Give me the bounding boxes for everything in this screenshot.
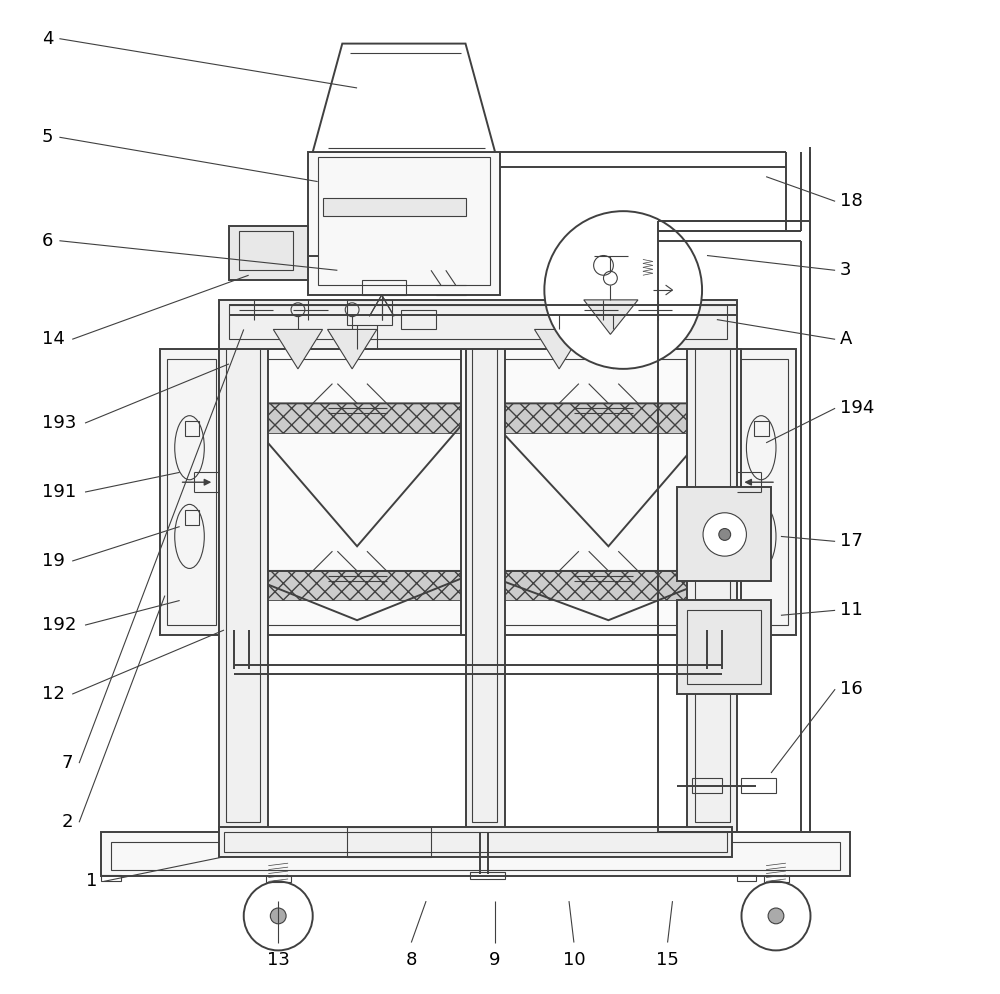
Bar bbox=[687, 610, 761, 684]
Bar bbox=[764, 877, 789, 883]
Bar bbox=[224, 832, 727, 852]
Polygon shape bbox=[534, 329, 584, 369]
Bar bbox=[266, 877, 291, 883]
Text: 15: 15 bbox=[656, 951, 679, 969]
Bar bbox=[318, 157, 490, 285]
Polygon shape bbox=[313, 44, 495, 152]
Bar bbox=[229, 305, 727, 339]
Text: 3: 3 bbox=[840, 261, 852, 279]
Bar bbox=[658, 221, 810, 832]
Bar bbox=[569, 310, 603, 334]
Text: 4: 4 bbox=[42, 30, 53, 48]
Bar bbox=[185, 421, 199, 436]
Bar bbox=[695, 334, 730, 822]
Bar bbox=[308, 152, 500, 295]
Circle shape bbox=[719, 529, 731, 541]
Text: 16: 16 bbox=[840, 680, 863, 698]
Text: 192: 192 bbox=[42, 616, 76, 634]
Circle shape bbox=[703, 513, 746, 556]
Bar bbox=[111, 842, 840, 870]
Bar bbox=[472, 324, 497, 822]
Text: 8: 8 bbox=[406, 951, 417, 969]
Bar bbox=[160, 349, 224, 635]
Bar bbox=[677, 487, 771, 580]
Bar bbox=[401, 310, 436, 329]
Bar bbox=[692, 778, 722, 792]
Text: 9: 9 bbox=[489, 951, 501, 969]
Text: 191: 191 bbox=[42, 483, 76, 501]
Bar bbox=[470, 359, 732, 625]
Text: 1: 1 bbox=[86, 873, 97, 891]
Bar bbox=[347, 300, 392, 324]
Bar bbox=[732, 349, 796, 635]
Text: 11: 11 bbox=[840, 601, 863, 619]
Bar bbox=[466, 320, 505, 832]
Circle shape bbox=[768, 909, 784, 923]
Bar bbox=[229, 359, 485, 625]
Circle shape bbox=[544, 211, 702, 369]
Bar bbox=[754, 421, 769, 436]
Text: 14: 14 bbox=[42, 330, 65, 348]
Bar bbox=[470, 571, 732, 600]
Bar bbox=[739, 359, 788, 625]
Bar bbox=[101, 832, 850, 877]
Text: 10: 10 bbox=[563, 951, 585, 969]
Text: 17: 17 bbox=[840, 533, 863, 551]
Bar bbox=[229, 404, 485, 433]
Text: 193: 193 bbox=[42, 414, 76, 432]
Bar bbox=[347, 827, 431, 857]
Text: 19: 19 bbox=[42, 552, 65, 571]
Circle shape bbox=[244, 882, 313, 950]
Bar bbox=[229, 571, 485, 600]
Text: 5: 5 bbox=[42, 128, 53, 146]
Bar bbox=[677, 600, 771, 694]
Text: 6: 6 bbox=[42, 232, 53, 249]
Text: 194: 194 bbox=[840, 400, 874, 417]
Bar bbox=[219, 324, 268, 832]
Bar bbox=[470, 872, 505, 880]
Bar bbox=[687, 324, 737, 832]
Circle shape bbox=[270, 909, 286, 923]
Polygon shape bbox=[273, 329, 323, 369]
Bar bbox=[461, 349, 741, 635]
Circle shape bbox=[741, 882, 810, 950]
Text: 13: 13 bbox=[267, 951, 290, 969]
Bar bbox=[323, 199, 466, 216]
Bar bbox=[167, 359, 216, 625]
Bar bbox=[229, 226, 308, 280]
Bar bbox=[185, 510, 199, 525]
Bar bbox=[741, 778, 776, 792]
Bar bbox=[101, 876, 121, 882]
Text: 2: 2 bbox=[61, 813, 73, 831]
Text: A: A bbox=[840, 330, 852, 348]
Bar bbox=[239, 231, 293, 270]
Bar bbox=[362, 280, 406, 295]
Bar bbox=[219, 300, 737, 349]
Bar bbox=[219, 349, 495, 635]
Bar bbox=[737, 876, 756, 882]
Bar bbox=[226, 334, 260, 822]
Text: 18: 18 bbox=[840, 192, 863, 211]
Polygon shape bbox=[589, 329, 638, 369]
Bar bbox=[470, 404, 732, 433]
Bar bbox=[754, 510, 769, 525]
Polygon shape bbox=[584, 300, 638, 334]
Text: 12: 12 bbox=[42, 685, 65, 703]
Bar bbox=[219, 827, 732, 857]
Text: 7: 7 bbox=[61, 754, 73, 772]
Polygon shape bbox=[328, 329, 377, 369]
